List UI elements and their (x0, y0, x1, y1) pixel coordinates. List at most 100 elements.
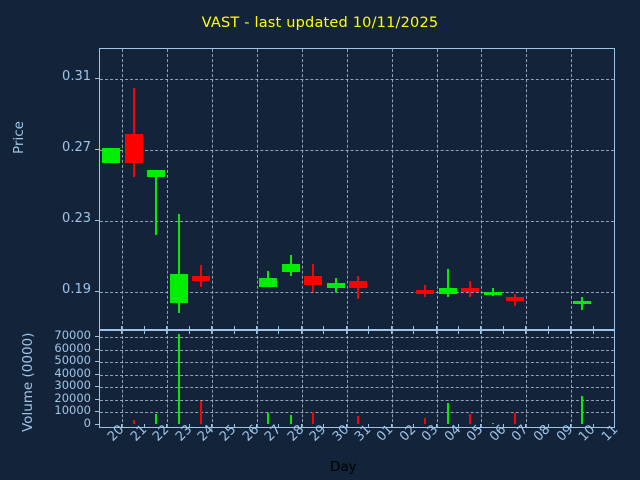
volume-x-tick (570, 424, 572, 428)
volume-x-tick (457, 424, 459, 428)
price-gridline-vertical (391, 49, 393, 329)
price-gridline-vertical (481, 49, 483, 329)
volume-tick-mark (95, 398, 100, 400)
volume-x-tick-top (323, 330, 325, 334)
volume-bar (446, 402, 449, 424)
volume-x-tick-top (480, 330, 482, 334)
volume-gridline (100, 362, 614, 364)
candle-wick (446, 268, 449, 298)
volume-gridline-vertical (481, 331, 483, 427)
price-gridline-vertical (571, 49, 573, 329)
price-x-tick (188, 326, 190, 330)
volume-x-tick-top (211, 330, 213, 334)
candlestick (573, 300, 592, 304)
volume-tick-mark (95, 361, 100, 363)
volume-gridline-vertical (212, 331, 214, 427)
x-axis-title: Day (330, 459, 357, 475)
volume-tick-label: 60000 (54, 340, 91, 355)
volume-x-tick-top (368, 330, 370, 334)
price-x-tick (278, 326, 280, 330)
volume-bar (357, 415, 359, 424)
volume-x-tick-top (457, 330, 459, 334)
price-gridline-vertical (436, 49, 438, 329)
candlestick (483, 291, 502, 295)
volume-x-tick (547, 424, 549, 428)
price-tick-mark (95, 220, 100, 222)
price-x-tick (547, 326, 549, 330)
price-gridline-vertical (122, 49, 124, 329)
price-x-tick (323, 326, 325, 330)
volume-bar (469, 413, 472, 424)
volume-plot-area (100, 331, 614, 427)
price-x-tick (211, 326, 213, 330)
price-x-tick (166, 326, 168, 330)
price-tick-label: 0.27 (62, 140, 91, 156)
candlestick (349, 281, 367, 289)
candlestick (191, 276, 210, 282)
candlestick (281, 263, 300, 273)
volume-x-tick-top (547, 330, 549, 334)
price-x-tick (435, 326, 437, 330)
candlestick (461, 288, 480, 292)
volume-x-tick (368, 424, 370, 428)
volume-x-tick (99, 424, 100, 428)
price-x-tick (413, 326, 415, 330)
volume-bar (581, 396, 584, 424)
volume-x-tick-top (166, 330, 168, 334)
volume-x-tick-top (570, 330, 572, 334)
volume-bar (177, 333, 180, 424)
volume-x-tick-top (143, 330, 145, 334)
volume-bar (132, 420, 135, 424)
volume-x-tick-top (300, 330, 302, 334)
volume-gridline-vertical (391, 331, 393, 427)
volume-gridline-vertical (122, 331, 124, 427)
volume-gridline (100, 349, 614, 351)
price-tick-label: 0.31 (62, 69, 91, 85)
volume-x-tick-top (413, 330, 415, 334)
price-x-tick (121, 326, 123, 330)
volume-tick-mark (95, 424, 100, 425)
price-tick-mark (95, 290, 100, 292)
price-gridline (100, 221, 614, 223)
volume-x-tick (502, 424, 504, 428)
candlestick (102, 148, 121, 163)
price-gridline (100, 79, 614, 81)
candlestick (506, 297, 525, 301)
price-x-tick (99, 326, 100, 330)
candlestick (326, 283, 345, 289)
volume-x-tick (143, 424, 145, 428)
volume-x-tick-top (121, 330, 123, 334)
volume-x-tick-top (592, 330, 594, 334)
volume-x-tick (525, 424, 527, 428)
volume-tick-mark (95, 411, 100, 413)
volume-x-tick (413, 424, 415, 428)
volume-tick-mark (95, 373, 100, 375)
price-x-tick (502, 326, 504, 330)
price-gridline (100, 150, 614, 152)
volume-x-tick-top (188, 330, 190, 334)
volume-x-tick (211, 424, 213, 428)
price-x-tick (300, 326, 302, 330)
volume-x-tick (345, 424, 347, 428)
volume-tick-label: 30000 (54, 378, 91, 393)
price-x-tick (233, 326, 235, 330)
volume-x-tick (121, 424, 123, 428)
volume-x-tick (188, 424, 190, 428)
volume-gridline-vertical (301, 331, 303, 427)
volume-bar (514, 413, 517, 424)
volume-bar (199, 401, 202, 424)
volume-x-tick-top (525, 330, 527, 334)
price-x-tick (525, 326, 527, 330)
price-plot-area (100, 49, 614, 329)
volume-bar (289, 415, 292, 424)
volume-gridline-vertical (571, 331, 573, 427)
price-panel (99, 48, 615, 330)
volume-x-tick (233, 424, 235, 428)
volume-gridline-vertical (346, 331, 348, 427)
volume-gridline (100, 337, 614, 339)
price-gridline-vertical (301, 49, 303, 329)
volume-tick-label: 50000 (54, 353, 91, 368)
candle-wick (177, 213, 180, 314)
volume-tick-mark (95, 336, 100, 338)
